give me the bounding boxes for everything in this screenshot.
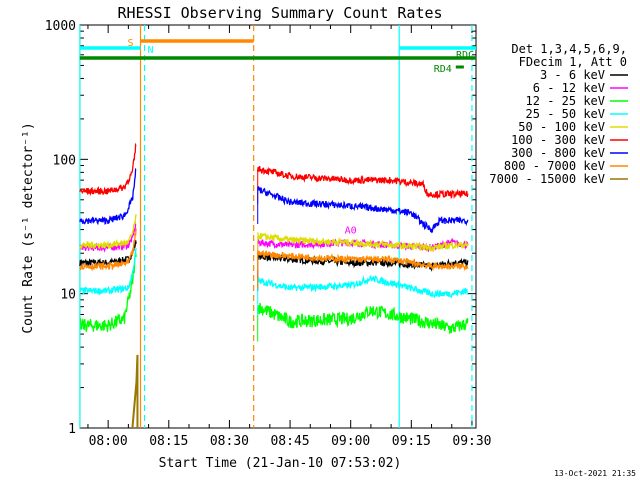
series-line-25-50kev [79,247,137,296]
legend-label: 6 - 12 keV [533,81,605,95]
series-line-50-100kev [257,232,469,253]
legend-header: FDecim 1, Att 0 [519,55,627,69]
series-line-6-12kev [257,237,469,253]
legend-label: 3 - 6 keV [540,68,605,82]
flag-label-s: S [127,38,133,49]
y-tick-label: 100 [53,153,76,168]
legend-label: 100 - 300 keV [511,133,605,147]
series-line-12-25kev [79,252,137,333]
series-line-50-100kev [79,214,137,250]
legend-label: 25 - 50 keV [526,107,605,121]
flag-label-rd4: RD4 [434,64,452,75]
series-line-12-25kev [257,302,469,335]
legend-label: 12 - 25 keV [526,94,605,108]
y-tick-label: 1000 [45,19,76,34]
legend-label: 50 - 100 keV [518,120,605,134]
y-axis-label: Count Rate (s⁻¹ detector⁻¹) [21,122,36,333]
legend-label: 800 - 7000 keV [504,159,605,173]
x-tick-label: 09:30 [452,434,491,449]
x-tick-label: 08:30 [210,434,249,449]
x-axis-label: Start Time (21-Jan-10 07:53:02) [159,456,402,471]
x-tick-label: 09:15 [392,434,431,449]
footer-timestamp: 13-Oct-2021 21:35 [554,469,636,478]
series-line-25-50kev [257,274,469,299]
flag-label-n: N [147,45,153,56]
series-line-800-7000kev [79,228,137,272]
annotation-label: A0 [345,226,357,237]
series-line-100-300kev [257,166,469,200]
series-line-3-6kev [257,253,469,272]
plot-frame [79,24,477,429]
flag-label-rdc: RDC [456,50,474,61]
y-tick-label: 10 [60,288,76,303]
x-tick-label: 08:15 [149,434,188,449]
plot-area: 1 10 100 1000 08:00 08:15 08:30 08:45 09:00 09:15… [45,19,492,449]
x-tick-label: 08:45 [270,434,309,449]
legend-label: 300 - 800 keV [511,146,605,160]
legend: Det 1,3,4,5,6,9,FDecim 1, Att 03 - 6 keV… [489,42,628,186]
series-line-300-800kev [257,185,469,234]
series-line-800-7000kev [257,250,469,272]
x-tick-label: 08:00 [89,434,128,449]
x-tick-label: 09:00 [331,434,370,449]
legend-label: 7000 - 15000 keV [489,172,605,186]
series-line-7000-15000kev [131,354,139,429]
y-tick-label: 1 [68,422,76,437]
chart-title: RHESSI Observing Summary Count Rates [117,4,442,22]
series-line-300-800kev [79,168,137,226]
series-line-100-300kev [79,142,137,197]
legend-header: Det 1,3,4,5,6,9, [511,42,627,56]
